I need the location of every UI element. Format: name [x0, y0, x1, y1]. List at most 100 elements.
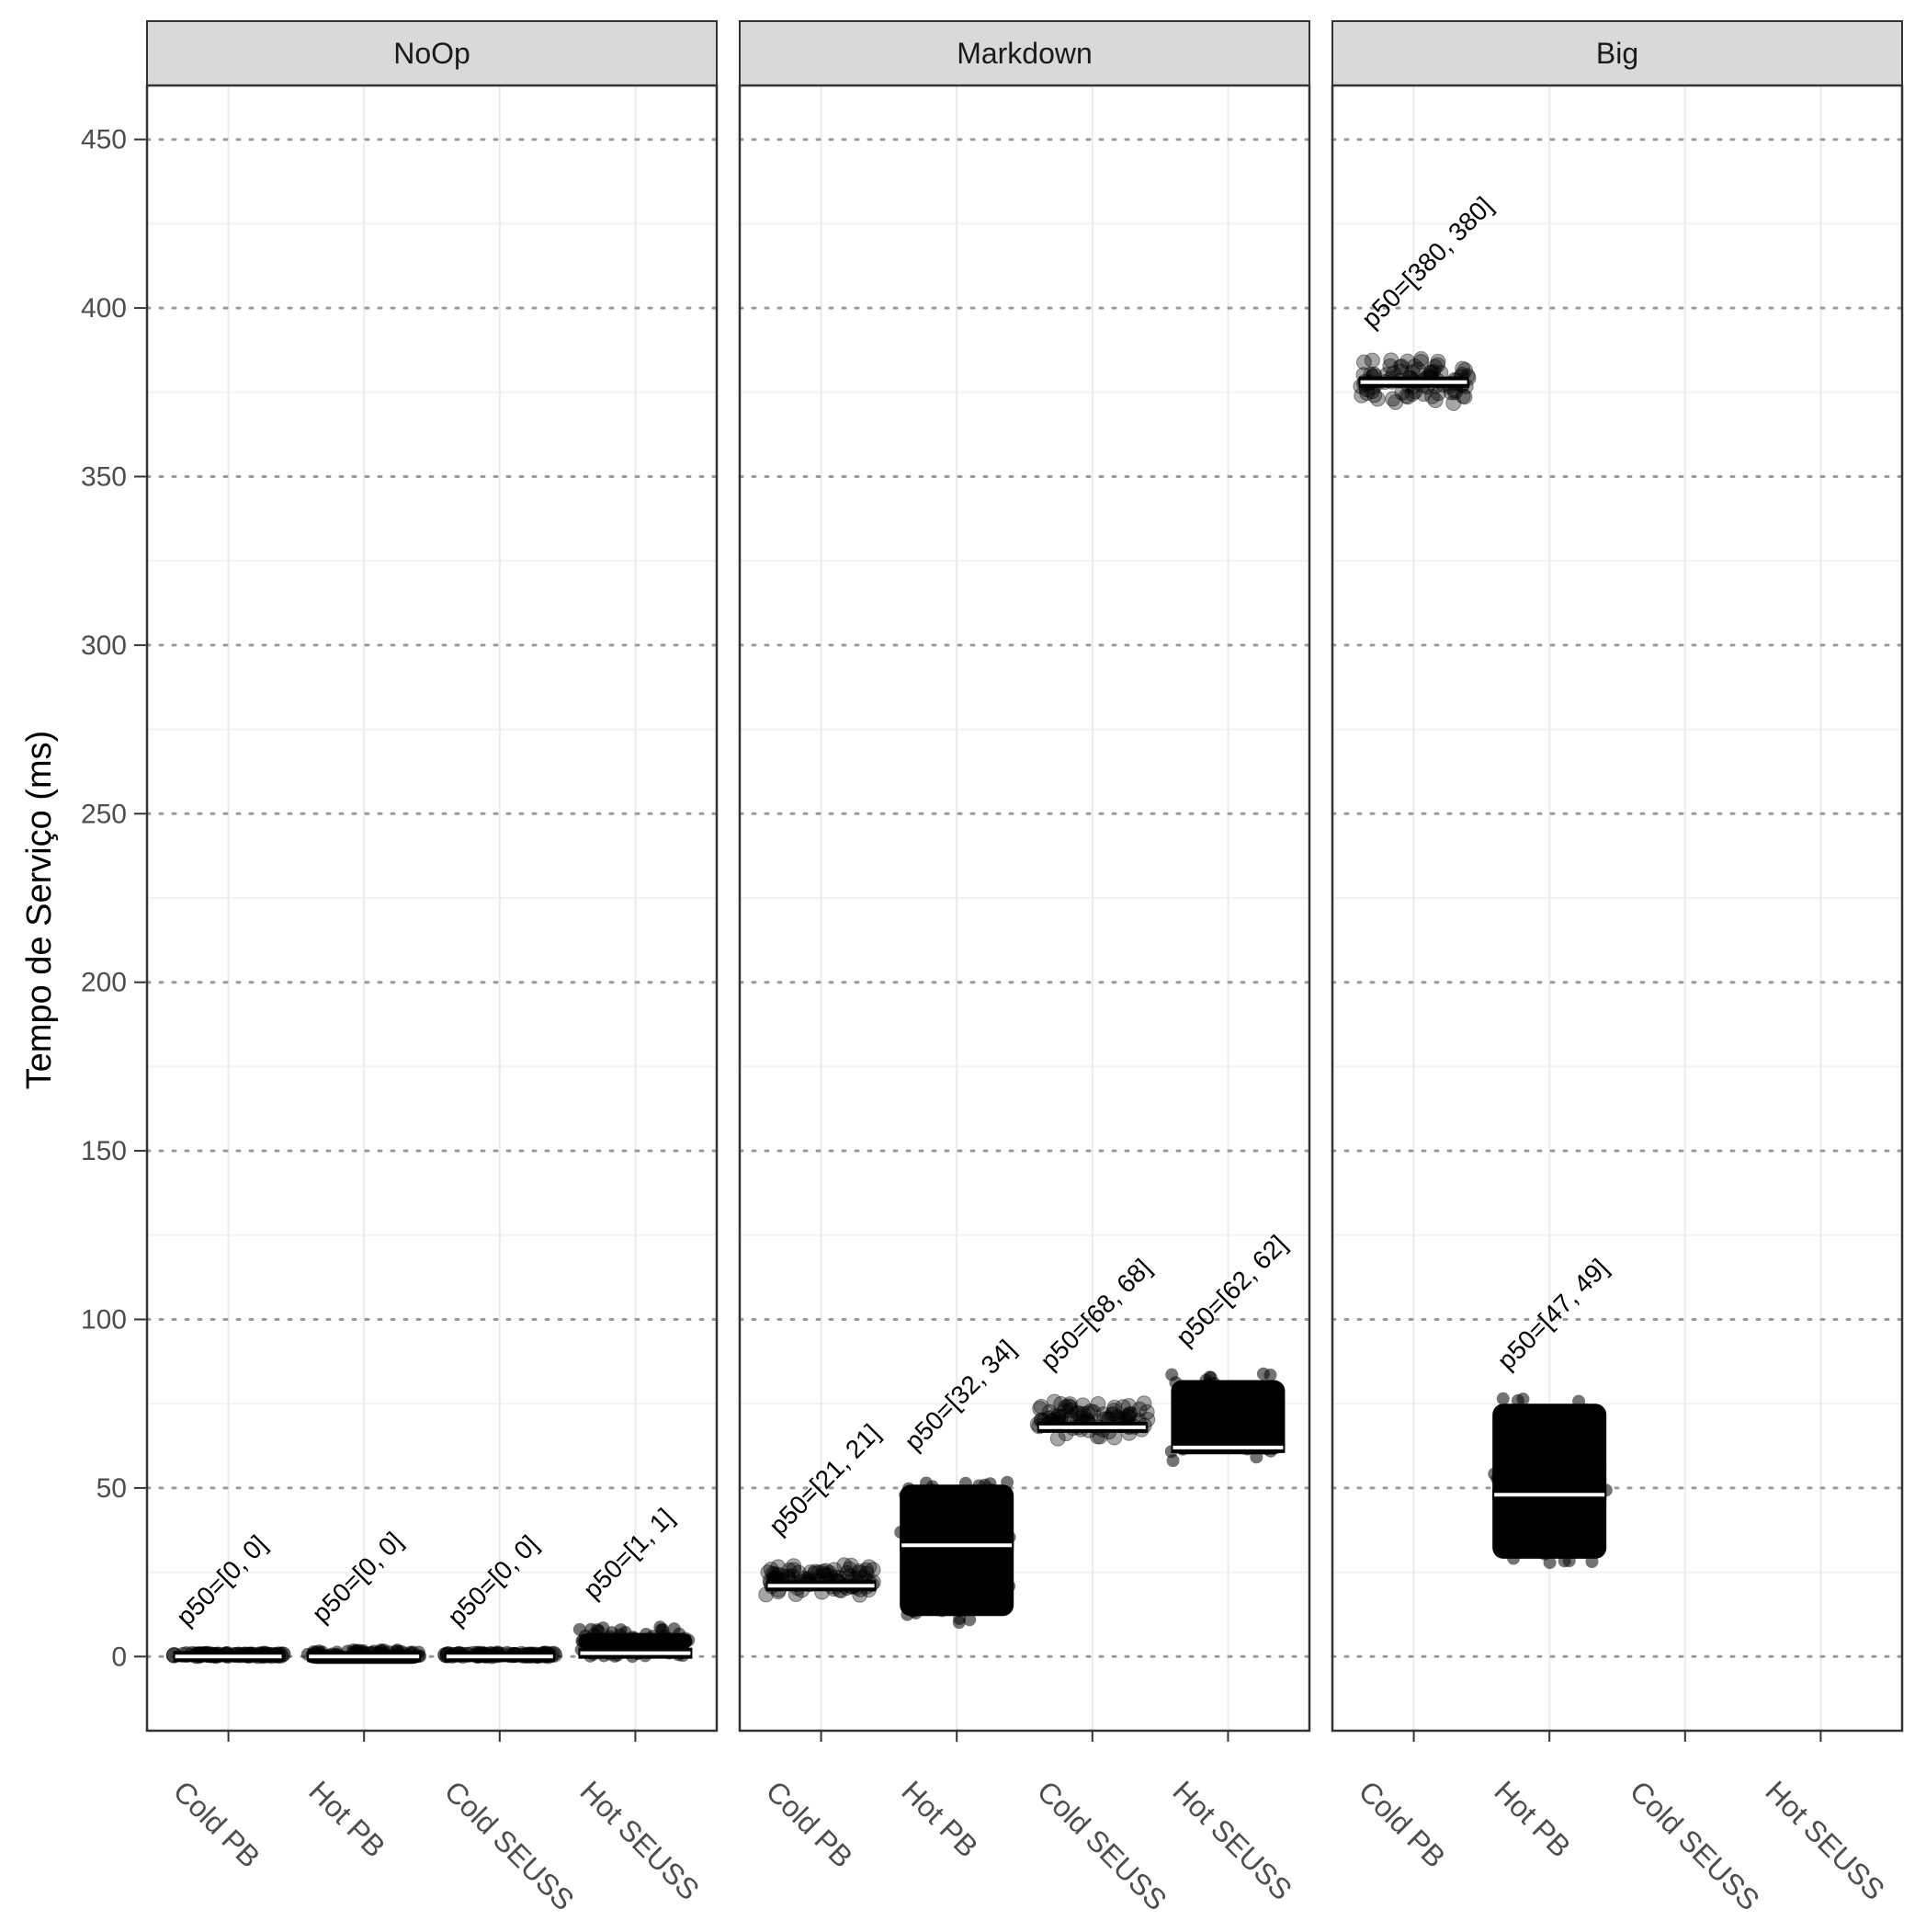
y-tick-label: 0 [111, 1642, 127, 1672]
data-point [1250, 1426, 1263, 1440]
x-tick-label: Hot PB [895, 1774, 984, 1863]
data-point [907, 1605, 921, 1619]
data-point [1115, 1399, 1131, 1415]
data-point [781, 1562, 798, 1578]
data-point [943, 1557, 957, 1571]
data-point [1074, 1397, 1091, 1414]
data-point [1412, 353, 1429, 369]
data-point [1539, 1418, 1553, 1432]
data-point [1593, 1462, 1607, 1476]
data-point [1046, 1393, 1062, 1410]
data-point [790, 1564, 807, 1581]
data-point [1392, 358, 1409, 375]
data-point [963, 1613, 977, 1627]
data-point [930, 1518, 944, 1532]
data-point [1241, 1405, 1254, 1419]
data-point [1090, 1396, 1106, 1413]
data-point [1207, 1416, 1220, 1430]
data-point [1500, 1541, 1513, 1555]
data-point [1537, 1449, 1551, 1463]
data-point [894, 1526, 908, 1540]
data-point [1205, 1387, 1218, 1401]
data-point [1069, 1405, 1085, 1422]
data-point [953, 1612, 967, 1626]
data-point [1122, 1405, 1139, 1422]
data-point [1456, 389, 1473, 405]
data-point [1383, 352, 1399, 369]
data-point [810, 1564, 827, 1581]
data-point [1169, 1376, 1183, 1390]
data-point [1430, 353, 1446, 369]
data-point [1060, 1398, 1077, 1415]
y-tick-label: 200 [81, 968, 127, 998]
data-point [1523, 1474, 1536, 1488]
data-point [972, 1479, 986, 1493]
data-point [585, 1633, 599, 1647]
data-point [1061, 1396, 1078, 1413]
data-point [991, 1593, 1005, 1607]
data-point [802, 1564, 819, 1581]
data-point [1032, 1401, 1048, 1417]
data-point [1080, 1405, 1096, 1422]
data-point [1398, 388, 1414, 404]
data-point [1529, 1438, 1543, 1451]
data-point [1394, 358, 1411, 375]
x-tick-label: Hot SEUSS [573, 1774, 706, 1906]
data-point [1062, 1399, 1079, 1415]
data-point [1505, 1460, 1519, 1473]
data-point [1173, 1397, 1186, 1411]
data-point [954, 1551, 968, 1565]
data-point [1455, 388, 1471, 404]
data-point [1445, 395, 1462, 412]
data-point [1245, 1392, 1259, 1406]
data-point [1580, 1428, 1593, 1442]
data-point [1547, 1501, 1561, 1515]
data-point [1584, 1503, 1598, 1517]
data-point [808, 1563, 824, 1580]
data-point [815, 1563, 832, 1580]
panel-background [740, 85, 1309, 1731]
data-point [763, 1562, 779, 1578]
data-point [1587, 1522, 1601, 1536]
data-point [969, 1597, 983, 1611]
data-point [1537, 1547, 1551, 1561]
data-point [946, 1529, 959, 1542]
x-tick-label: Cold PB [760, 1774, 859, 1873]
data-point [1524, 1540, 1538, 1554]
data-point [1136, 1395, 1152, 1412]
data-point [1058, 1399, 1074, 1415]
data-point [1267, 1381, 1281, 1395]
data-point [907, 1591, 921, 1605]
data-point [1106, 1399, 1123, 1415]
data-point [1057, 1403, 1073, 1419]
y-tick-label: 450 [81, 125, 127, 155]
data-point [1427, 392, 1444, 409]
x-tick-label: Hot PB [1488, 1774, 1577, 1863]
data-point [1255, 1384, 1269, 1398]
y-tick-label: 250 [81, 799, 127, 829]
data-point [836, 1557, 853, 1574]
data-point [1549, 1470, 1563, 1483]
data-point [1366, 387, 1383, 403]
data-point [984, 1483, 998, 1496]
data-point [1572, 1537, 1586, 1551]
data-point [1564, 1415, 1578, 1429]
data-point [1578, 1451, 1592, 1465]
data-point [575, 1634, 589, 1648]
panel-border [145, 84, 719, 1733]
data-point [1488, 1467, 1501, 1481]
data-point [953, 1485, 967, 1499]
data-point [1120, 1397, 1137, 1414]
data-point [963, 1563, 977, 1577]
data-point [1063, 1402, 1080, 1418]
data-point [760, 1564, 776, 1581]
data-point [901, 1482, 915, 1495]
y-tick-label: 150 [81, 1136, 127, 1166]
data-point [818, 1563, 834, 1579]
data-point [826, 1562, 843, 1578]
strip-label: Big [1596, 37, 1638, 70]
